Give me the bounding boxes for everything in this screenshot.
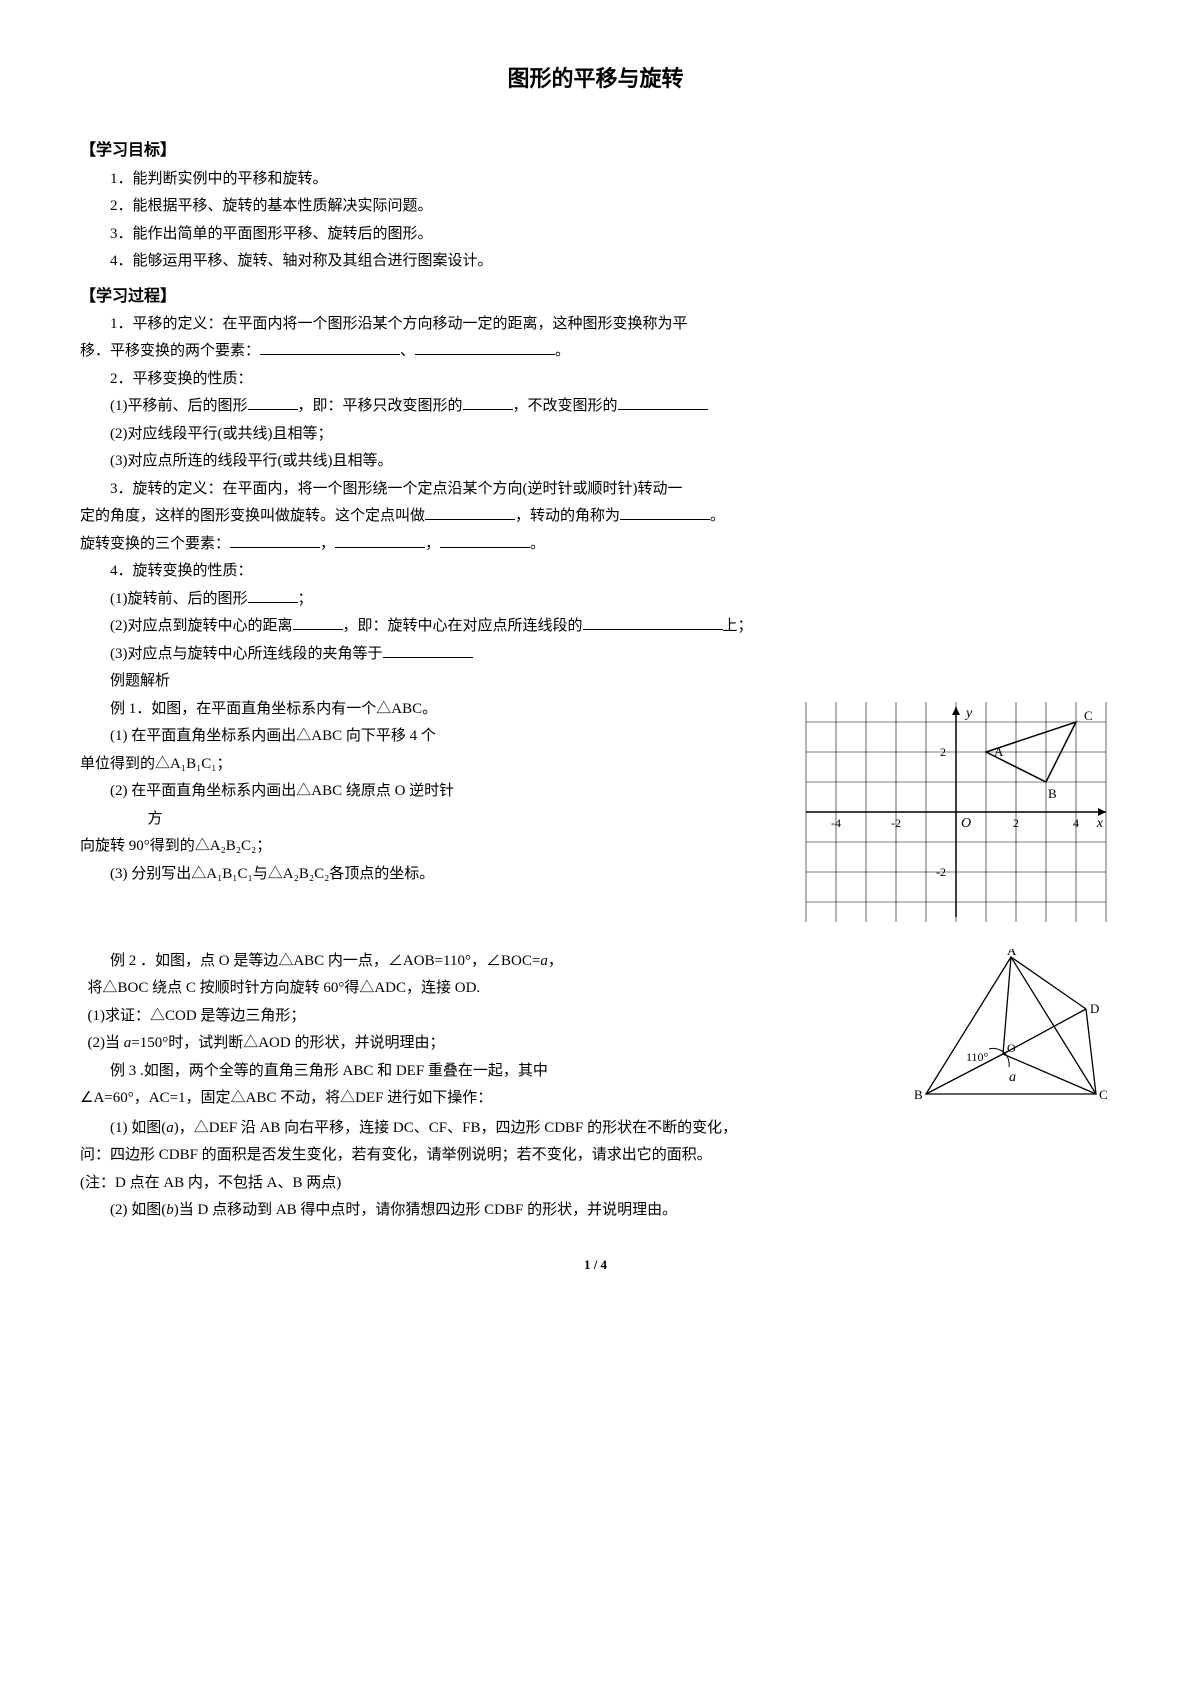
prop-translate-3: (3)对应点所连的线段平行(或共线)且相等。 xyxy=(80,449,1111,475)
def-rotate-2: 定的角度，这样的图形变换叫做旋转。这个定点叫做 ，转动的角称为 。 xyxy=(80,504,1111,530)
blank xyxy=(260,339,400,355)
svg-text:2: 2 xyxy=(1013,816,1019,830)
examples-header: 例题解析 xyxy=(80,669,1111,695)
def-translate-1: 1．平移的定义：在平面内将一个图形沿某个方向移动一定的距离，这种图形变换称为平 xyxy=(80,312,1111,338)
svg-text:x: x xyxy=(1096,816,1104,831)
blank xyxy=(248,587,298,603)
page-number: 1 / 4 xyxy=(80,1254,1111,1276)
svg-text:2: 2 xyxy=(940,745,946,759)
blank xyxy=(583,614,723,630)
svg-text:C: C xyxy=(1099,1087,1108,1102)
prop-rotate-header: 4．旋转变换的性质： xyxy=(80,559,1111,585)
svg-text:D: D xyxy=(1090,1001,1099,1016)
svg-text:A: A xyxy=(1007,949,1017,958)
svg-text:-4: -4 xyxy=(936,925,946,927)
svg-text:O: O xyxy=(961,816,971,831)
goal-4: 4．能够运用平移、旋转、轴对称及其组合进行图案设计。 xyxy=(80,249,1111,275)
t: )当 D 点移动到 AB 得中点时，请你猜想四边形 CDBF 的形状，并说明理由… xyxy=(174,1202,677,1218)
triangle-figure: A B C D O 110° a xyxy=(911,949,1111,1109)
t: 。 xyxy=(530,536,545,552)
svg-text:O: O xyxy=(1007,1041,1016,1055)
prop-translate-1: (1)平移前、后的图形 ，即：平移只改变图形的 ，不改变图形的 xyxy=(80,394,1111,420)
svg-text:B: B xyxy=(1048,786,1057,801)
blank xyxy=(383,642,473,658)
svg-text:y: y xyxy=(964,706,973,721)
t: ， xyxy=(548,953,563,969)
t: 。 xyxy=(710,508,725,524)
t: )，△DEF 沿 AB 向右平移，连接 DC、CF、FB，四边形 CDBF 的形… xyxy=(174,1120,737,1136)
it: a xyxy=(540,953,548,969)
t: ， xyxy=(425,536,440,552)
prop-translate-header: 2．平移变换的性质： xyxy=(80,367,1111,393)
blank xyxy=(620,504,710,520)
def-rotate-3: 旋转变换的三个要素： ， ， 。 xyxy=(80,532,1111,558)
blank xyxy=(230,532,320,548)
svg-text:A: A xyxy=(994,744,1004,759)
doc-title: 图形的平移与旋转 xyxy=(80,60,1111,97)
def-rotate-1: 3．旋转的定义：在平面内，将一个图形绕一个定点沿某个方向(逆时针或顺时针)转动一 xyxy=(80,477,1111,503)
t: 移．平移变换的两个要素： xyxy=(80,343,260,359)
t: 上； xyxy=(723,618,753,634)
prop-rotate-3: (3)对应点与旋转中心所连线段的夹角等于 xyxy=(80,642,1111,668)
t: 、 xyxy=(400,343,415,359)
t: (1)旋转前、后的图形 xyxy=(110,591,248,607)
blank xyxy=(425,504,515,520)
t: 旋转变换的三个要素： xyxy=(80,536,230,552)
svg-text:4: 4 xyxy=(940,697,946,699)
t: ，即：旋转中心在对应点所连线段的 xyxy=(343,618,583,634)
t: =150°时，试判断△AOD 的形状，并说明理由； xyxy=(131,1035,444,1051)
t: (2)对应点到旋转中心的距离 xyxy=(110,618,293,634)
section-process-header: 【学习过程】 xyxy=(80,283,1111,310)
blank xyxy=(440,532,530,548)
svg-text:C: C xyxy=(1084,708,1093,723)
t: 。 xyxy=(555,343,570,359)
it: a xyxy=(166,1120,174,1136)
blank xyxy=(293,614,343,630)
t: ，即：平移只改变图形的 xyxy=(298,398,463,414)
ex3-2: (2) 如图(b)当 D 点移动到 AB 得中点时，请你猜想四边形 CDBF 的… xyxy=(80,1198,1111,1224)
blank xyxy=(248,394,298,410)
svg-text:110°: 110° xyxy=(966,1050,989,1064)
t: ， xyxy=(320,536,335,552)
svg-text:a: a xyxy=(1009,1070,1016,1085)
section-goals-header: 【学习目标】 xyxy=(80,137,1111,164)
goal-2: 2．能根据平移、旋转的基本性质解决实际问题。 xyxy=(80,194,1111,220)
prop-rotate-1: (1)旋转前、后的图形 ； xyxy=(80,587,1111,613)
svg-text:4: 4 xyxy=(1073,816,1079,830)
blank xyxy=(618,394,708,410)
prop-rotate-2: (2)对应点到旋转中心的距离 ，即：旋转中心在对应点所连线段的 上； xyxy=(80,614,1111,640)
svg-text:-2: -2 xyxy=(891,816,901,830)
t: ； xyxy=(298,591,313,607)
svg-text:B: B xyxy=(914,1087,923,1102)
def-translate-2: 移．平移变换的两个要素： 、 。 xyxy=(80,339,1111,365)
ex3-1a: (1) 如图(a)，△DEF 沿 AB 向右平移，连接 DC、CF、FB，四边形… xyxy=(80,1116,1111,1142)
blank xyxy=(335,532,425,548)
ex3-1d: (注：D 点在 AB 内，不包括 A、B 两点) xyxy=(80,1171,1111,1197)
blank xyxy=(463,394,513,410)
goal-3: 3．能作出简单的平面图形平移、旋转后的图形。 xyxy=(80,222,1111,248)
t: 定的角度，这样的图形变换叫做旋转。这个定点叫做 xyxy=(80,508,425,524)
svg-text:-4: -4 xyxy=(831,816,841,830)
t: (2)当 xyxy=(88,1035,124,1051)
t: (2) 如图( xyxy=(110,1202,166,1218)
it: b xyxy=(166,1202,174,1218)
coordinate-grid-figure: -4 -2 2 4 -4 -2 2 4 x y O A B C xyxy=(801,697,1111,927)
t: (3)对应点与旋转中心所连线段的夹角等于 xyxy=(110,646,383,662)
goal-1: 1．能判断实例中的平移和旋转。 xyxy=(80,167,1111,193)
t: 例 2 ．如图，点 O 是等边△ABC 内一点，∠AOB=110°，∠BOC= xyxy=(110,953,540,969)
t: ，转动的角称为 xyxy=(515,508,620,524)
svg-text:-2: -2 xyxy=(936,865,946,879)
ex3-1c: 问：四边形 CDBF 的面积是否发生变化，若有变化，请举例说明；若不变化，请求出… xyxy=(80,1143,1111,1169)
blank xyxy=(415,339,555,355)
prop-translate-2: (2)对应线段平行(或共线)且相等； xyxy=(80,422,1111,448)
t: ，不改变图形的 xyxy=(513,398,618,414)
t: (1) 如图( xyxy=(110,1120,166,1136)
t: (1)平移前、后的图形 xyxy=(110,398,248,414)
